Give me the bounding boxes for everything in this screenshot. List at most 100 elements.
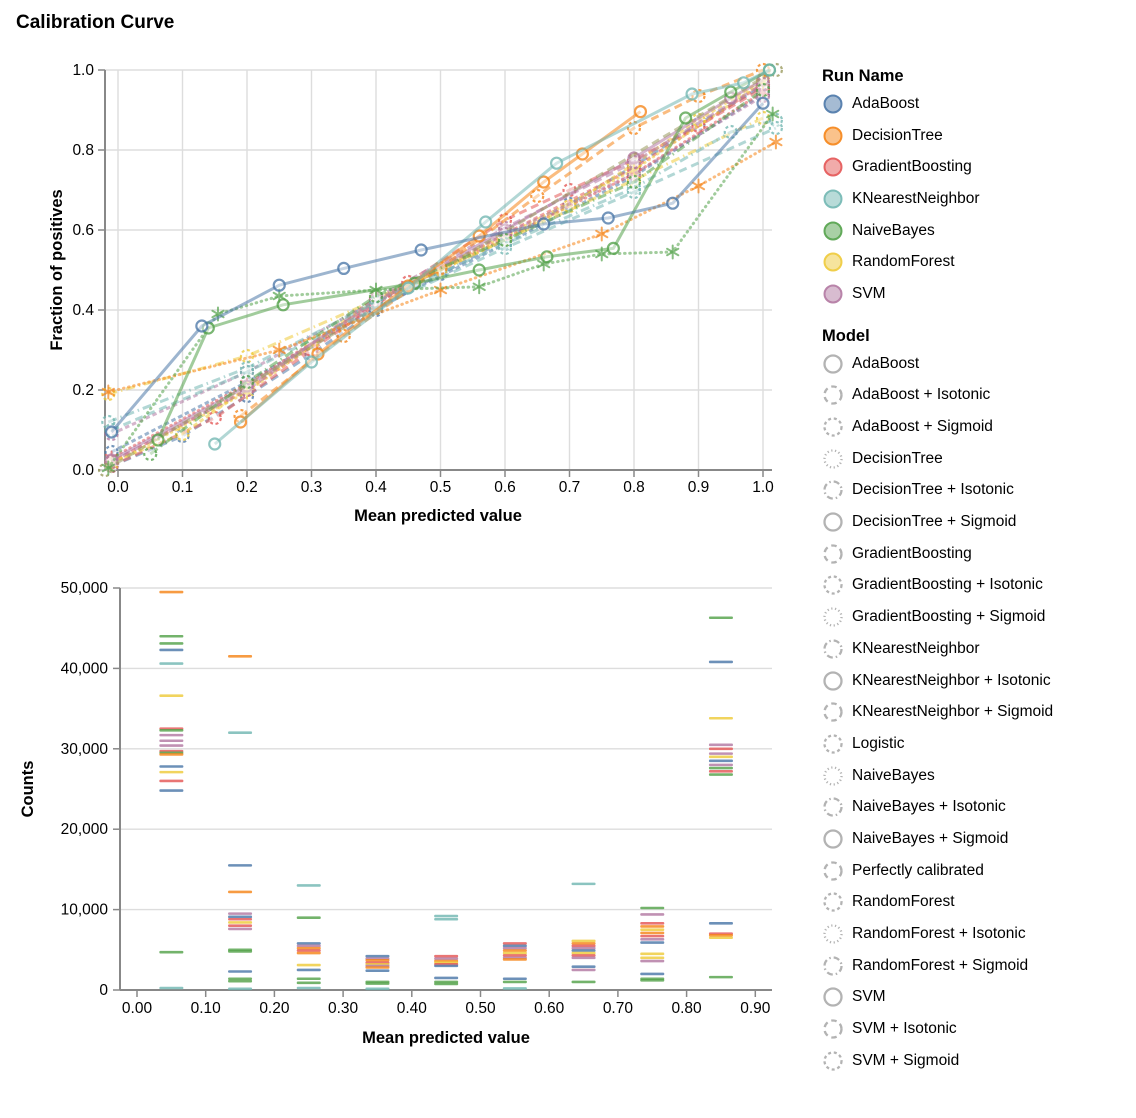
- count-tick: [159, 642, 184, 645]
- top-x-tick-label: 0.3: [301, 479, 323, 496]
- legend-model-label: GradientBoosting + Isotonic: [852, 576, 1043, 594]
- point-marker-circle: [143, 446, 158, 462]
- point-marker-circle: [401, 281, 415, 295]
- legend-model-label: RandomForest + Isotonic: [852, 925, 1026, 943]
- point-marker-circle: [537, 217, 551, 231]
- count-tick: [571, 956, 596, 960]
- bottom-x-tick-label: 0.10: [191, 1000, 222, 1017]
- count-tick: [365, 969, 390, 973]
- count-tick: [708, 921, 733, 925]
- point-marker-circle: [755, 82, 771, 98]
- count-tick: [708, 616, 733, 620]
- point-marker-circle: [768, 120, 784, 136]
- count-tick: [159, 590, 184, 594]
- legend-run-title: Run Name: [822, 67, 904, 85]
- count-bin: [228, 655, 253, 991]
- point-marker-star: [691, 178, 706, 194]
- bottom-x-tick-label: 0.50: [465, 1000, 496, 1017]
- model-dash-symbol-icon: [823, 987, 843, 1008]
- top-x-tick-label: 0.6: [494, 479, 516, 496]
- page-title: Calibration Curve: [16, 12, 175, 33]
- model-dash-symbol-icon: [823, 670, 843, 691]
- legend-run-item: SVM: [822, 278, 1134, 310]
- count-tick: [296, 884, 321, 887]
- model-dash-symbol-icon: [823, 1019, 843, 1039]
- legend-run-item: KNearestNeighbor: [822, 183, 1134, 215]
- calibration-plots-svg: 0.0 0.1 0.2 0.3 0.4 0.5 0.6 0.7 0.8 0.9 1.00.00.20…: [19, 62, 784, 1047]
- bottom-x-tick-label: 0.60: [534, 1000, 565, 1017]
- top-y-tick-label: 0.8: [72, 142, 94, 159]
- run-color-swatch-icon: [823, 126, 843, 146]
- count-tick: [571, 951, 596, 955]
- count-tick: [434, 914, 459, 918]
- model-dash-symbol-icon: [823, 639, 843, 659]
- point-marker-circle: [337, 261, 351, 275]
- legend-run-item: NaiveBayes: [822, 215, 1134, 247]
- top-x-tick-label: 0.5: [430, 479, 452, 496]
- count-tick: [228, 927, 253, 931]
- legend-model-item: GradientBoosting: [822, 538, 1134, 570]
- count-tick: [228, 731, 253, 735]
- run-color-swatch-icon: [823, 284, 843, 304]
- count-tick: [502, 980, 527, 984]
- model-dash-symbol-icon: [823, 449, 843, 469]
- point-marker-circle: [626, 184, 642, 200]
- count-tick: [502, 942, 527, 945]
- series-knearestneighbor-isotonic: [208, 63, 777, 451]
- top-x-tick-label: 0.4: [365, 479, 387, 496]
- legend-model-label: AdaBoost + Sigmoid: [852, 418, 993, 436]
- count-tick: [640, 959, 665, 963]
- point-marker-circle: [724, 85, 738, 99]
- legend-model-label: RandomForest: [852, 893, 955, 911]
- count-tick: [159, 634, 184, 638]
- count-tick: [159, 648, 184, 652]
- legend-run-item: DecisionTree: [822, 120, 1134, 152]
- bottom-x-tick-label: 0.70: [603, 1000, 634, 1017]
- point-marker-circle: [540, 250, 554, 264]
- legend-model-title: Model: [822, 326, 870, 345]
- count-tick: [571, 944, 596, 948]
- bottom-x-tick-label: 0.90: [740, 1000, 771, 1017]
- run-color-swatch-icon: [823, 94, 843, 114]
- legend-run-list: AdaBoost DecisionTree GradientBoosting KNea…: [822, 88, 1134, 310]
- legend-model-label: DecisionTree: [852, 449, 943, 467]
- model-dash-symbol-icon: [823, 702, 843, 722]
- bottom-x-tick-label: 0.40: [397, 1000, 428, 1017]
- count-tick: [502, 977, 527, 981]
- point-marker-circle: [276, 298, 290, 312]
- count-tick: [159, 744, 184, 747]
- count-tick: [228, 924, 253, 927]
- count-tick: [640, 931, 665, 935]
- legend-model-label: KNearestNeighbor: [852, 639, 980, 657]
- count-tick: [708, 752, 733, 755]
- model-dash-symbol-icon: [823, 861, 843, 881]
- count-tick: [571, 942, 596, 945]
- count-tick: [640, 956, 665, 960]
- count-tick: [365, 958, 390, 962]
- top-y-tick-label: 1.0: [72, 62, 94, 79]
- count-tick: [365, 954, 390, 958]
- point-marker-circle: [537, 175, 551, 189]
- count-bin: [640, 906, 665, 982]
- count-tick: [640, 906, 665, 910]
- point-marker-circle: [626, 174, 642, 190]
- count-tick: [434, 954, 459, 958]
- point-marker-circle: [678, 111, 693, 125]
- bottom-y-tick-label: 50,000: [61, 580, 109, 597]
- count-tick: [228, 921, 253, 924]
- point-marker-star: [472, 279, 486, 295]
- count-tick: [159, 950, 184, 954]
- legend-model-item: RandomForest + Sigmoid: [822, 950, 1134, 982]
- legend-model-item: DecisionTree + Isotonic: [822, 475, 1134, 507]
- count-bin: [708, 616, 733, 979]
- legend-model-item: SVM + Isotonic: [822, 1013, 1134, 1045]
- model-dash-symbol-icon: [823, 734, 843, 754]
- point-marker-circle: [549, 156, 564, 170]
- count-tick: [296, 977, 321, 981]
- count-tick: [502, 944, 527, 948]
- count-tick: [571, 939, 596, 943]
- count-tick: [502, 954, 527, 957]
- legend-run-item: RandomForest: [822, 246, 1134, 278]
- legend-run-label: SVM: [852, 284, 886, 302]
- legend-model-item: RandomForest + Isotonic: [822, 918, 1134, 950]
